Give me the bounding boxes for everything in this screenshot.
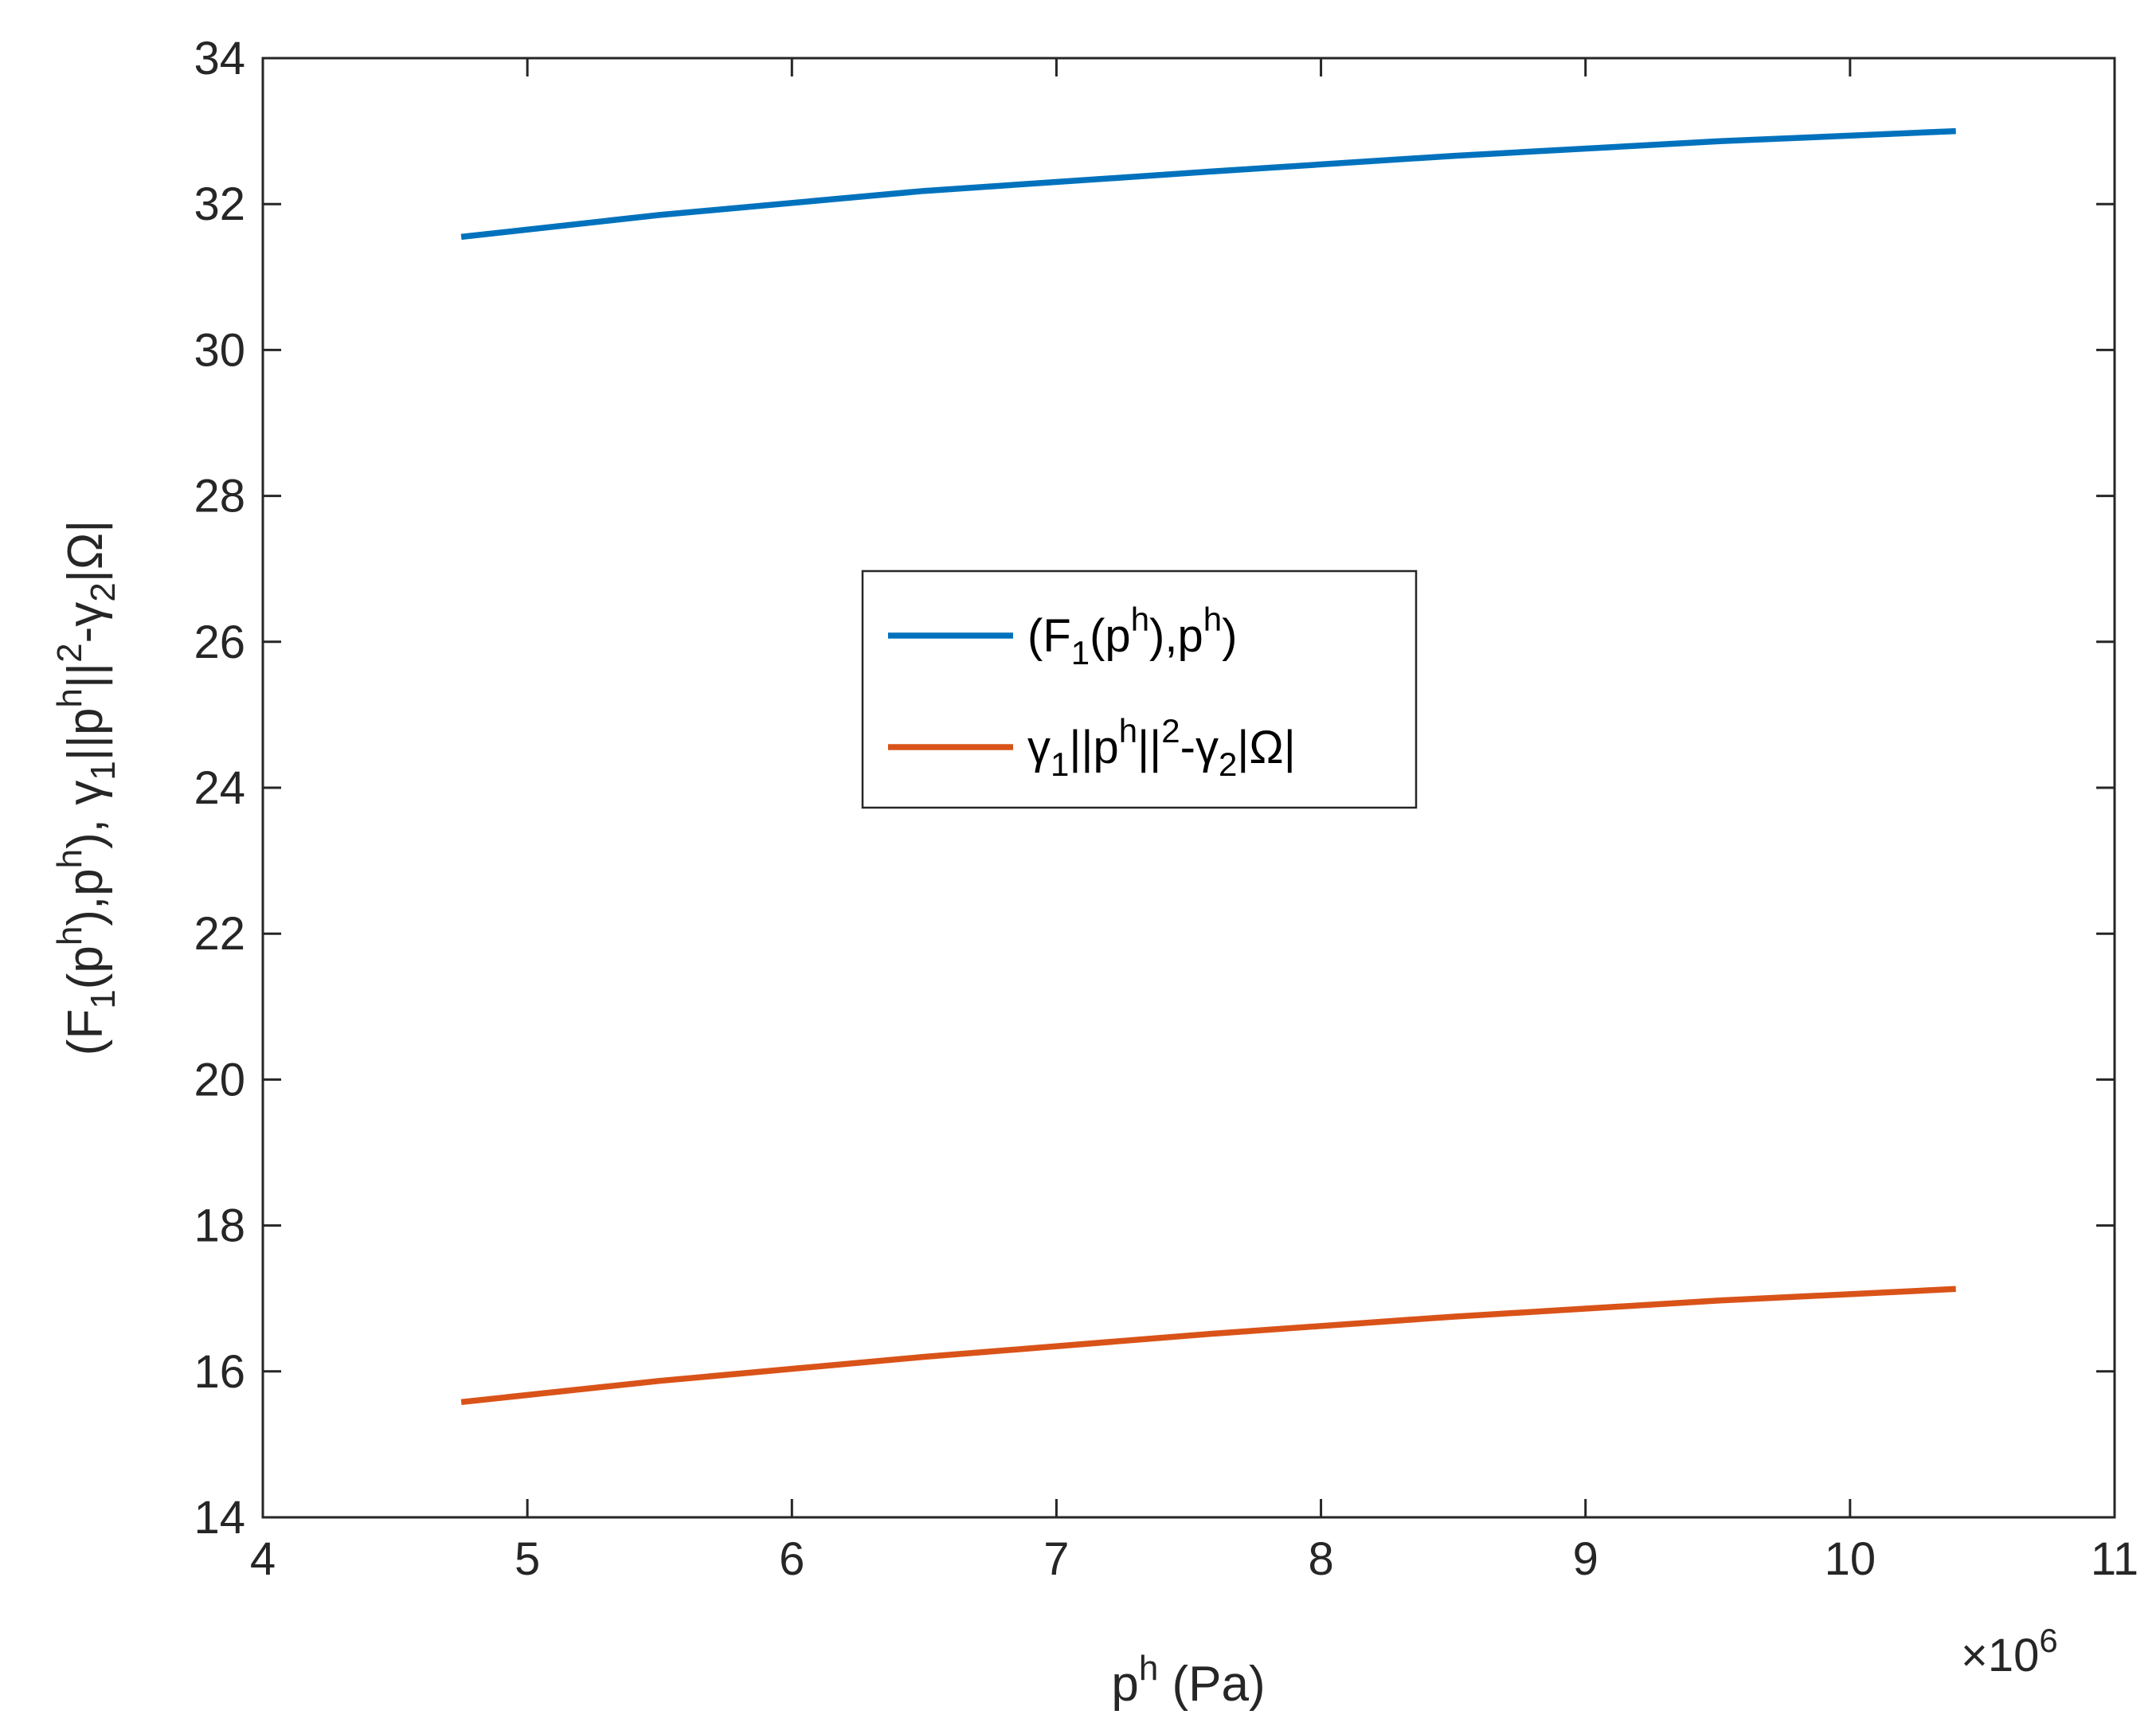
- y-axis-label: (F1(ph),ph), γ1||ph||2-γ2|Ω|: [50, 520, 123, 1056]
- y-tick-label: 14: [194, 1492, 245, 1544]
- series-line-2: [460, 1286, 1956, 1406]
- x-axis-label: ph (Pa): [1111, 1649, 1265, 1712]
- series-lines: [460, 127, 1956, 1406]
- y-tick-label: 34: [194, 33, 245, 84]
- legend-box: [861, 569, 1418, 809]
- y-tick-label: 28: [194, 471, 245, 522]
- x-tick-label: 10: [1825, 1533, 1876, 1585]
- x-tick-label: 11: [2091, 1533, 2138, 1585]
- x-multiplier-exponent: 6: [2039, 1622, 2057, 1659]
- x-tick-labels: 4 5 6 7 8 9 10 11: [250, 1533, 2138, 1585]
- x-tick-label: 4: [250, 1533, 276, 1585]
- x-axis-multiplier: ×106: [1961, 1622, 2058, 1681]
- x-tick-label: 9: [1573, 1533, 1598, 1585]
- axis-ticks: [261, 57, 2116, 1519]
- x-tick-label: 7: [1043, 1533, 1069, 1585]
- x-tick-label: 5: [515, 1533, 540, 1585]
- y-tick-labels: 14 16 18 20 22 24 26 28 30 32 34: [194, 33, 245, 1544]
- y-tick-label: 20: [194, 1054, 245, 1106]
- legend-label-1: (F1(ph),ph): [1027, 601, 1237, 671]
- x-multiplier-base: ×10: [1961, 1630, 2039, 1681]
- y-tick-label: 26: [194, 616, 245, 668]
- y-tick-label: 30: [194, 324, 245, 376]
- legend: (F1(ph),ph) γ1||ph||2-γ2|Ω|: [861, 569, 1418, 809]
- y-tick-label: 24: [194, 762, 245, 814]
- x-tick-label: 8: [1308, 1533, 1333, 1585]
- legend-label-2: γ1||ph||2-γ2|Ω|: [1027, 712, 1296, 783]
- y-tick-label: 16: [194, 1346, 245, 1398]
- y-tick-label: 18: [194, 1200, 245, 1252]
- y-tick-label: 32: [194, 178, 245, 230]
- series-line-1: [460, 127, 1956, 241]
- y-tick-label: 22: [194, 908, 245, 960]
- x-tick-label: 6: [779, 1533, 804, 1585]
